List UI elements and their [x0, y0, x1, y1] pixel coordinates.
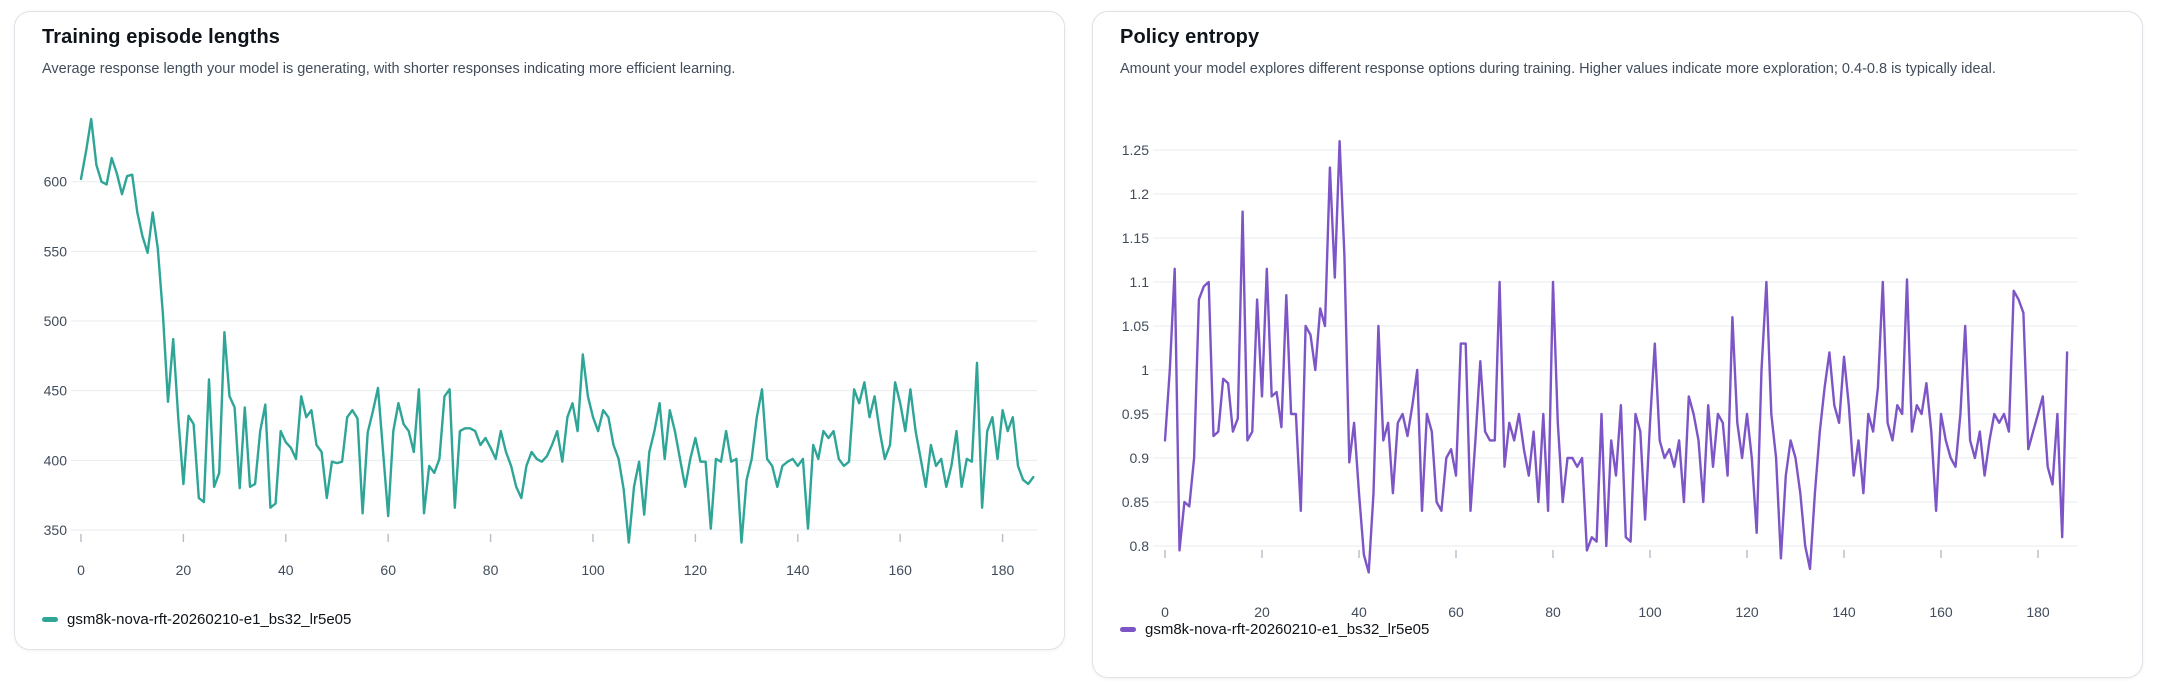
- y-axis-label: 600: [44, 174, 68, 190]
- x-axis-label: 140: [1832, 604, 1856, 620]
- x-axis-label: 0: [1161, 604, 1169, 620]
- chart-title: Training episode lengths: [42, 26, 280, 48]
- chart-description: Average response length your model is ge…: [42, 61, 736, 77]
- x-axis-label: 160: [1929, 604, 1953, 620]
- chart-title: Policy entropy: [1120, 26, 1260, 48]
- x-axis-label: 80: [483, 562, 499, 578]
- series-color-marker: [42, 616, 58, 622]
- x-axis-label: 120: [684, 562, 708, 578]
- y-axis-label: 1: [1141, 362, 1149, 378]
- y-axis-label: 1.2: [1130, 186, 1150, 202]
- y-axis-label: 1.05: [1122, 318, 1149, 334]
- y-axis-label: 0.85: [1122, 494, 1149, 510]
- y-axis-label: 500: [44, 313, 68, 329]
- legend-label: gsm8k-nova-rft-20260210-e1_bs32_lr5e05: [1145, 620, 1430, 638]
- training-episode-lengths-card: Training episode lengths Average respons…: [14, 11, 1065, 650]
- x-axis-label: 100: [1638, 604, 1662, 620]
- x-axis-label: 120: [1735, 604, 1759, 620]
- policy-entropy-card: Policy entropy Amount your model explore…: [1092, 11, 2143, 678]
- legend-label: gsm8k-nova-rft-20260210-e1_bs32_lr5e05: [67, 610, 352, 628]
- y-axis-label: 1.1: [1130, 274, 1150, 290]
- legend-item[interactable]: gsm8k-nova-rft-20260210-e1_bs32_lr5e05: [1120, 619, 1429, 639]
- y-axis-label: 400: [44, 452, 68, 468]
- x-axis-label: 100: [581, 562, 605, 578]
- chart-description: Amount your model explores different res…: [1120, 61, 1996, 77]
- y-axis-label: 1.25: [1122, 142, 1149, 158]
- x-axis-label: 160: [889, 562, 913, 578]
- y-axis-label: 1.15: [1122, 230, 1149, 246]
- y-axis-label: 0.9: [1130, 450, 1150, 466]
- x-axis-label: 180: [991, 562, 1015, 578]
- series-line: [1163, 140, 2069, 574]
- x-axis-label: 80: [1545, 604, 1561, 620]
- x-axis-label: 20: [1254, 604, 1270, 620]
- policy-entropy-chart[interactable]: 0.8 0.85 0.9 0.95 1 1.05 1.1 1.15 1.2 1.25 0 20 40 60…: [1093, 112, 2144, 627]
- series-color-marker: [1120, 626, 1136, 632]
- y-axis-label: 350: [44, 522, 68, 538]
- x-axis-label: 60: [380, 562, 396, 578]
- x-axis-label: 0: [77, 562, 85, 578]
- y-axis-label: 450: [44, 383, 68, 399]
- series-line: [79, 117, 1035, 544]
- training-episode-lengths-chart[interactable]: 350 400 450 500 550 600 0 20 40 60 80 100 120 140 160 1…: [15, 90, 1066, 600]
- y-axis-label: 0.8: [1130, 538, 1150, 554]
- y-axis-label: 550: [44, 243, 68, 259]
- x-axis-label: 60: [1448, 604, 1464, 620]
- legend-item[interactable]: gsm8k-nova-rft-20260210-e1_bs32_lr5e05: [42, 609, 351, 629]
- x-axis-label: 180: [2026, 604, 2050, 620]
- x-axis-label: 40: [1351, 604, 1367, 620]
- y-axis-label: 0.95: [1122, 406, 1149, 422]
- x-axis-label: 20: [176, 562, 192, 578]
- x-axis-label: 40: [278, 562, 294, 578]
- x-axis-label: 140: [786, 562, 810, 578]
